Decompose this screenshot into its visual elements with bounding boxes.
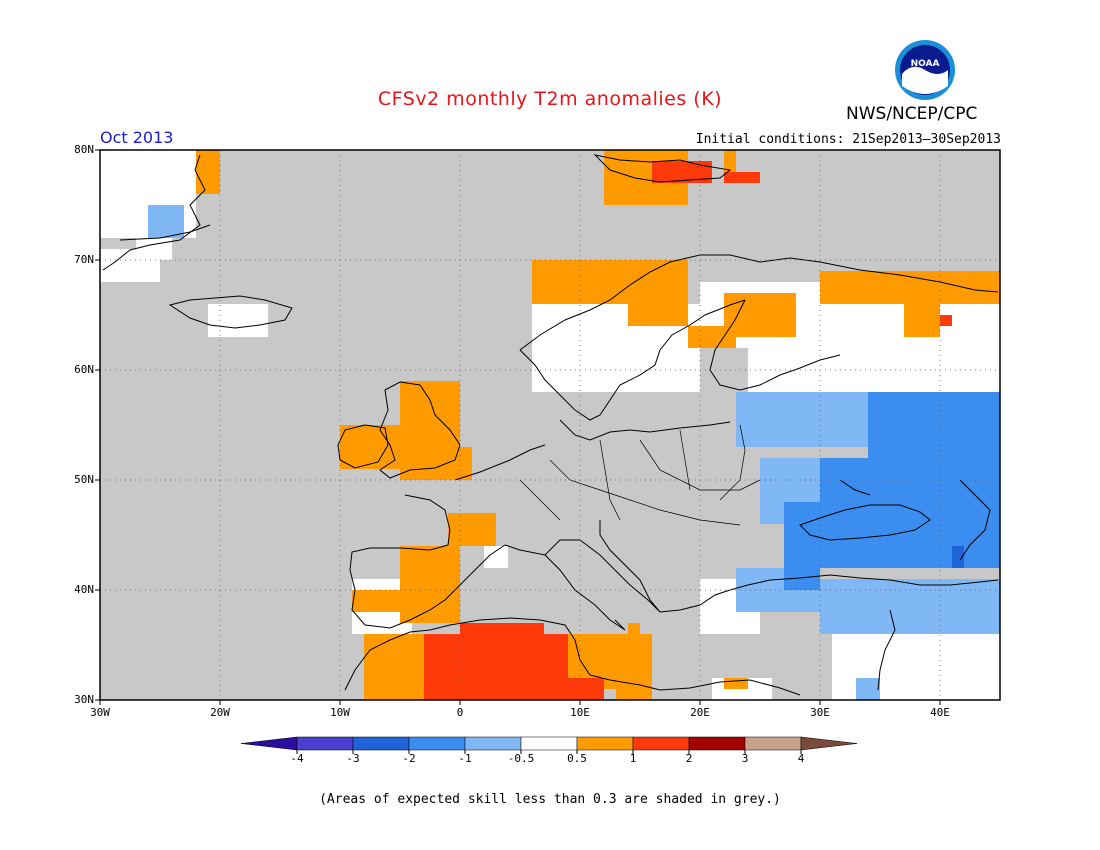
anomaly-cell	[724, 293, 796, 337]
colorbar-label: 0.5	[567, 752, 587, 765]
anomaly-cell	[208, 304, 268, 337]
colorbar-label: -2	[402, 752, 416, 765]
anomaly-cell	[532, 260, 628, 304]
lon-label-20e: 20E	[690, 706, 710, 719]
anomaly-cell	[868, 392, 1000, 458]
anomaly-cell	[940, 315, 952, 326]
colorbar-segment	[576, 736, 634, 751]
anomaly-cell	[952, 546, 964, 568]
valid-month: Oct 2013	[100, 128, 174, 147]
anomaly-cell	[904, 304, 940, 337]
initial-conditions: Initial conditions: 21Sep2013–30Sep2013	[695, 132, 1001, 147]
anomaly-cell	[784, 502, 820, 590]
anomaly-cell	[568, 678, 604, 700]
anomaly-cell	[148, 205, 184, 238]
lon-label-30w: 30W	[90, 706, 110, 719]
anomaly-cell	[724, 172, 760, 183]
axis-ticks	[95, 149, 941, 705]
colorbar-segment	[520, 736, 578, 751]
colorbar-segment	[408, 736, 466, 751]
colorbar-label: 4	[797, 752, 805, 765]
anomaly-cell	[448, 513, 496, 546]
anomaly-cell	[340, 425, 400, 469]
colorbar-segment	[688, 736, 746, 751]
anomaly-cell	[820, 458, 1000, 568]
colorbar-label: -1	[458, 752, 472, 765]
anomaly-cell	[628, 260, 688, 326]
lon-label-30e: 30E	[810, 706, 830, 719]
lat-label-40n: 40N	[74, 583, 94, 596]
coastlines	[102, 154, 999, 696]
colorbar-label: 2	[685, 752, 693, 765]
colorbar-segment	[296, 736, 354, 751]
lon-label-0: 0	[456, 706, 464, 719]
anomaly-cell	[856, 678, 880, 700]
anomaly-cell	[352, 590, 412, 612]
anomaly-cell	[460, 447, 472, 480]
colorbar-high-arrow	[800, 736, 858, 751]
agency-label: NWS/NCEP/CPC	[846, 104, 978, 124]
colorbar-segment	[744, 736, 802, 751]
lat-label-60n: 60N	[74, 363, 94, 376]
colorbar-segment	[632, 736, 690, 751]
lon-label-10e: 10E	[570, 706, 590, 719]
lon-label-40e: 40E	[930, 706, 950, 719]
lon-label-10w: 10W	[330, 706, 350, 719]
colorbar-label: -3	[346, 752, 360, 765]
skill-footnote: (Areas of expected skill less than 0.3 a…	[319, 792, 781, 807]
anomaly-cells	[100, 150, 1000, 700]
colorbar-segment	[464, 736, 522, 751]
anomaly-cell	[196, 150, 220, 194]
lat-label-70n: 70N	[74, 253, 94, 266]
colorbar-label: -4	[290, 752, 304, 765]
anomaly-cell	[820, 579, 1000, 634]
colorbar-label: 1	[629, 752, 637, 765]
chart-title: CFSv2 monthly T2m anomalies (K)	[377, 88, 723, 110]
colorbar-low-arrow	[240, 736, 298, 751]
colorbar-segment	[352, 736, 410, 751]
anomaly-cell	[652, 161, 712, 183]
lon-label-20w: 20W	[210, 706, 230, 719]
logo-text: NOAA	[911, 59, 940, 69]
anomaly-cell	[724, 678, 748, 689]
anomaly-cell	[460, 623, 544, 689]
map-frame	[99, 149, 1001, 701]
grid-lines	[100, 150, 1000, 700]
lat-label-50n: 50N	[74, 473, 94, 486]
colorbar-label: 3	[741, 752, 749, 765]
lat-label-80n: 80N	[74, 143, 94, 156]
anomaly-cell	[484, 546, 508, 568]
anomaly-cell	[628, 623, 640, 634]
colorbar-label: -0.5	[507, 752, 535, 765]
lat-label-30n: 30N	[74, 693, 94, 706]
